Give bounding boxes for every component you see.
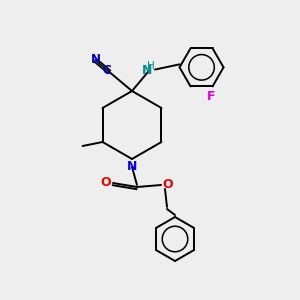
- Text: N: N: [142, 64, 152, 77]
- Text: F: F: [207, 90, 216, 103]
- Text: C: C: [103, 64, 111, 77]
- Text: O: O: [163, 178, 173, 191]
- Text: N: N: [127, 160, 137, 172]
- Text: H: H: [147, 61, 155, 70]
- Text: O: O: [101, 176, 111, 190]
- Text: N: N: [91, 52, 101, 66]
